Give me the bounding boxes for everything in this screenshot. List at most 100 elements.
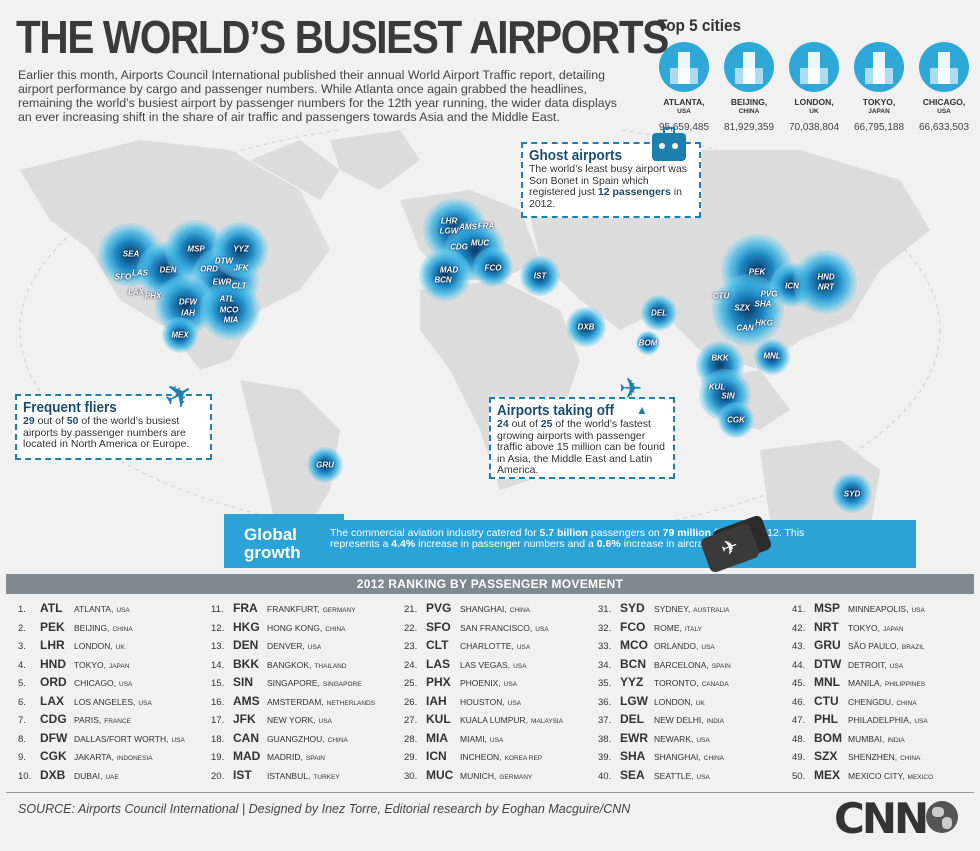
rank-number: 11. — [211, 604, 224, 615]
global-growth-title: Global growth — [244, 525, 301, 562]
airport-code: SZX — [814, 749, 838, 763]
airport-code: MCO — [620, 638, 648, 652]
airport-country: USA — [701, 644, 715, 651]
airport-city: HOUSTON, — [460, 696, 505, 707]
top-city-passengers: 95,659,485 — [658, 122, 710, 133]
ranking-row: 14. BKK BANGKOK, THAILAND — [211, 657, 401, 676]
map-airport-label: DTW — [214, 256, 234, 266]
great-wall-icon — [724, 42, 774, 92]
ranking-row: 29. ICN INCHEON, KOREA REP — [404, 749, 594, 768]
rank-number: 31. — [598, 604, 612, 615]
airport-country: AUSTRALIA — [693, 607, 730, 614]
ranking-row: 38. EWR NEWARK, USA — [598, 731, 788, 750]
ranking-row: 46. CTU CHENGDU, CHINA — [792, 694, 980, 713]
ranking-row: 30. MUC MUNICH, GERMANY — [404, 768, 594, 787]
map-airport-label: ORD — [200, 264, 218, 274]
airport-code: LHR — [40, 638, 65, 652]
map-airport-label: FRA — [477, 221, 495, 231]
ghost-airports-title: Ghost airports — [529, 147, 623, 164]
ranking-row: 34. BCN BARCELONA, SPAIN — [598, 657, 788, 676]
airport-code: MUC — [426, 767, 454, 782]
cnn-logo: CNN — [834, 794, 929, 843]
ranking-row: 48. BOM MUMBAI, INDIA — [792, 731, 980, 750]
rank-number: 45. — [792, 678, 806, 689]
ranking-row: 13. DEN DENVER, USA — [211, 638, 401, 657]
rank-number: 8. — [18, 733, 26, 745]
top-city-item: ATLANTA, USA 95,659,485 — [652, 42, 716, 133]
airport-city: SHENZHEN, — [848, 752, 898, 762]
globe-icon — [926, 801, 958, 833]
airport-country: SINGAPORE — [322, 681, 362, 688]
airport-code: HKG — [233, 619, 260, 634]
airport-country: TURKEY — [313, 773, 340, 781]
map-airport-label: AMS — [459, 222, 477, 232]
airport-city: SINGAPORE, — [267, 678, 320, 688]
airport-city: ATLANTA, — [74, 604, 114, 614]
airport-city: GUANGZHOU, — [267, 733, 325, 744]
map-airport-label: EWR — [212, 277, 232, 287]
airport-code: HND — [40, 656, 66, 671]
airport-city: BEIJING, — [74, 622, 110, 633]
airport-city: CHARLOTTE, — [460, 641, 514, 651]
ranking-row: 47. PHL PHILADELPHIA, USA — [792, 712, 980, 731]
suitcase-icon — [652, 127, 686, 161]
airport-code: MNL — [814, 675, 840, 689]
map-airport-label: MAD — [439, 265, 459, 275]
map-airport-label: MIA — [223, 315, 239, 325]
ranking-row: 11. FRA FRANKFURT, GERMANY — [211, 601, 401, 620]
airport-code: CAN — [233, 730, 259, 745]
map-airport-label: PEK — [748, 267, 766, 277]
ranking-row: 42. NRT TOKYO, JAPAN — [792, 620, 980, 639]
map-airport-label: PHX — [144, 291, 162, 301]
map-airport-label: SYD — [843, 489, 861, 499]
airport-code: SFO — [426, 619, 451, 634]
rank-number: 1. — [18, 604, 26, 615]
ranking-row: 25. PHX PHOENIX, USA — [404, 675, 594, 694]
airport-code: MIA — [426, 730, 448, 745]
airport-city: SÃO PAULO, — [848, 641, 899, 651]
map-airport-label: YYZ — [233, 244, 249, 254]
map-airport-label: DXB — [577, 322, 595, 332]
footer-divider — [6, 792, 974, 793]
ranking-row: 5. ORD CHICAGO, USA — [18, 675, 208, 694]
airport-country: USA — [171, 736, 185, 744]
map-airport-label: PVG — [760, 289, 778, 299]
ranking-row: 22. SFO SAN FRANCISCO, USA — [404, 620, 594, 639]
global-growth-banner: Global growth The commercial aviation ind… — [224, 520, 916, 568]
ranking-row: 43. GRU SÃO PAULO, BRAZIL — [792, 638, 980, 657]
airport-code: BCN — [620, 656, 646, 671]
ranking-row: 20. IST ISTANBUL, TURKEY — [211, 768, 401, 787]
airport-code: LGW — [620, 693, 648, 708]
airport-country: BRAZIL — [901, 644, 925, 651]
airport-country: CHINA — [325, 625, 346, 633]
airport-country: SPAIN — [711, 662, 731, 670]
airport-city: INCHEON, — [460, 752, 502, 762]
airport-country: INDONESIA — [116, 755, 153, 762]
airport-code: CLT — [426, 638, 449, 652]
airport-country: CHINA — [327, 736, 348, 744]
airport-code: KUL — [426, 712, 451, 726]
airport-country: USA — [489, 736, 504, 744]
airport-city: SHANGHAI, — [654, 752, 701, 762]
top-city-item: BEIJING, CHINA 81,929,359 — [717, 42, 781, 133]
map-airport-label: CDG — [450, 242, 468, 252]
top-city-item: TOKYO, JAPAN 66,795,188 — [847, 42, 911, 133]
map-airport-label: MCO — [219, 305, 239, 315]
ranking-column: 11. FRA FRANKFURT, GERMANY 12. HKG HONG KONG, C… — [211, 601, 401, 786]
airport-country: JAPAN — [882, 625, 904, 633]
rank-number: 2. — [18, 622, 26, 634]
airport-code: YYZ — [620, 675, 644, 689]
map-airport-label: ICN — [785, 281, 799, 291]
airport-country: ITALY — [684, 625, 702, 633]
map-airport-label: BOM — [638, 338, 658, 348]
top-city-passengers: 81,929,359 — [723, 122, 775, 133]
airport-city: NEWARK, — [654, 733, 694, 744]
ranking-row: 50. MEX MEXICO CITY, MEXICO — [792, 768, 980, 787]
airport-code: LAS — [426, 656, 450, 671]
airport-country: CHINA — [703, 755, 724, 762]
airport-city: ORLANDO, — [654, 641, 699, 651]
map-airport-label: LAX — [128, 287, 144, 297]
airport-country: USA — [119, 681, 133, 688]
airport-city: DUBAI, — [74, 770, 103, 781]
tower-icon — [919, 42, 969, 92]
